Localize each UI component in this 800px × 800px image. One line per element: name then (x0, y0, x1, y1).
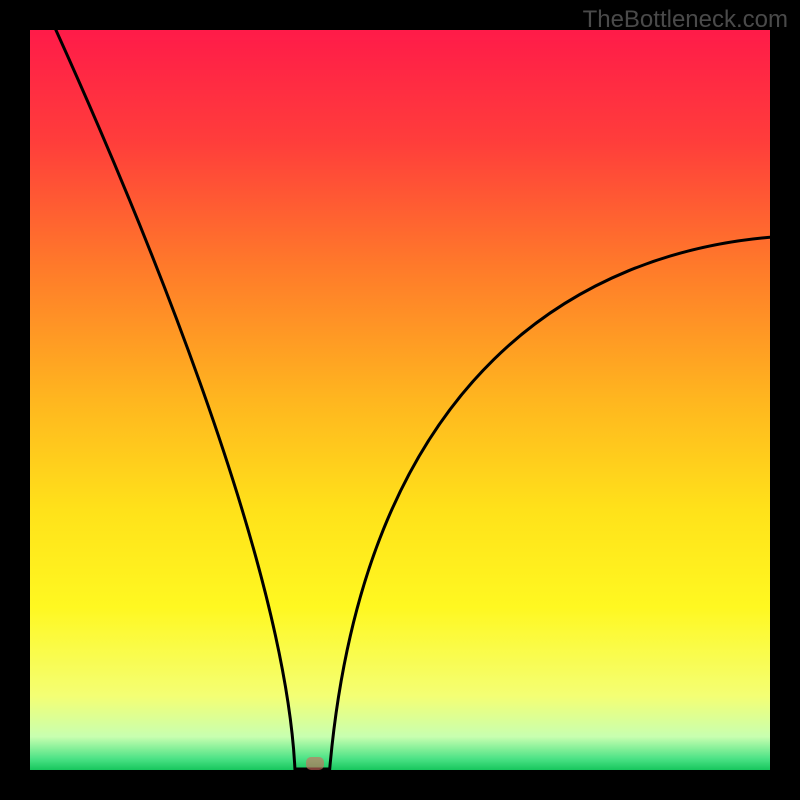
bottleneck-curve (30, 30, 770, 770)
minimum-marker (306, 757, 324, 770)
plot-area (30, 30, 770, 770)
watermark-text: TheBottleneck.com (583, 6, 788, 34)
chart-frame: TheBottleneck.com (0, 0, 800, 800)
